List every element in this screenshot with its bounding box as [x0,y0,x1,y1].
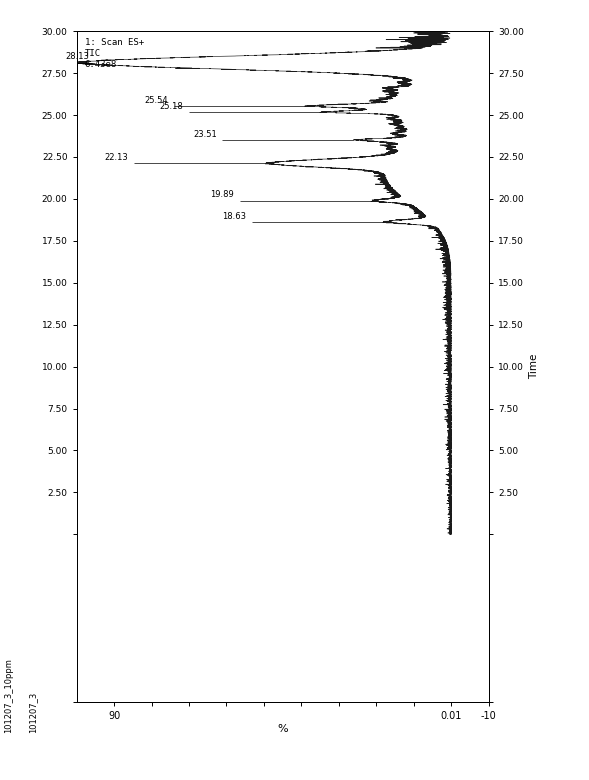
Text: 1: Scan ES+
TIC
6.43e8: 1: Scan ES+ TIC 6.43e8 [85,38,144,69]
Text: 19.89: 19.89 [210,190,234,200]
Text: 18.63: 18.63 [222,211,246,221]
X-axis label: %: % [277,724,288,734]
Y-axis label: Time: Time [530,354,540,379]
Text: 22.13: 22.13 [105,153,128,161]
Text: 23.51: 23.51 [193,129,217,139]
Text: 101207_3: 101207_3 [28,692,37,733]
Text: 25.18: 25.18 [159,101,183,111]
Text: 28.13: 28.13 [66,52,90,61]
Text: 101207_3_10ppm: 101207_3_10ppm [4,658,14,733]
Text: 25.54: 25.54 [144,96,168,105]
